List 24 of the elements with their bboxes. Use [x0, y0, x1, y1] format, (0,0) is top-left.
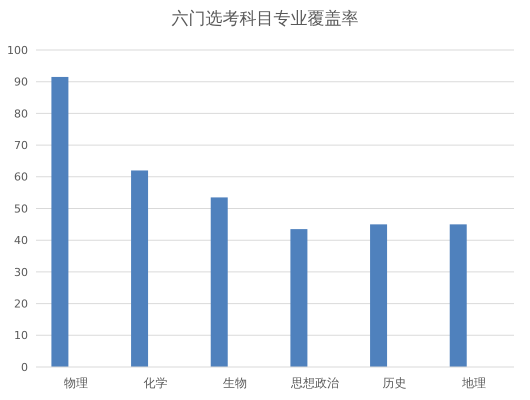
- x-tick-label: 生物: [223, 376, 248, 390]
- y-tick-label: 50: [14, 202, 28, 216]
- bar: [370, 224, 388, 367]
- bar: [51, 76, 68, 367]
- chart-title: 六门选考科目专业覆盖率: [172, 9, 358, 29]
- x-tick-label: 地理: [461, 376, 486, 390]
- x-tick-label: 历史: [382, 376, 406, 390]
- y-tick-label: 10: [14, 329, 28, 342]
- y-tick-label: 40: [14, 234, 28, 248]
- y-tick-label: 20: [14, 297, 28, 310]
- y-tick-label: 0: [21, 360, 28, 374]
- y-tick-label: 70: [14, 138, 28, 152]
- y-tick-label: 80: [14, 107, 28, 120]
- x-tick-label: 思想政治: [290, 376, 339, 390]
- y-tick-label: 100: [7, 44, 28, 57]
- bar: [131, 170, 148, 367]
- bar: [450, 224, 467, 367]
- y-tick-label: 90: [14, 76, 28, 89]
- x-tick-label: 化学: [144, 376, 168, 390]
- y-tick-label: 60: [14, 170, 28, 184]
- bar: [210, 197, 228, 367]
- y-tick-label: 30: [14, 266, 28, 279]
- x-tick-label: 物理: [64, 376, 88, 390]
- bar: [290, 229, 308, 367]
